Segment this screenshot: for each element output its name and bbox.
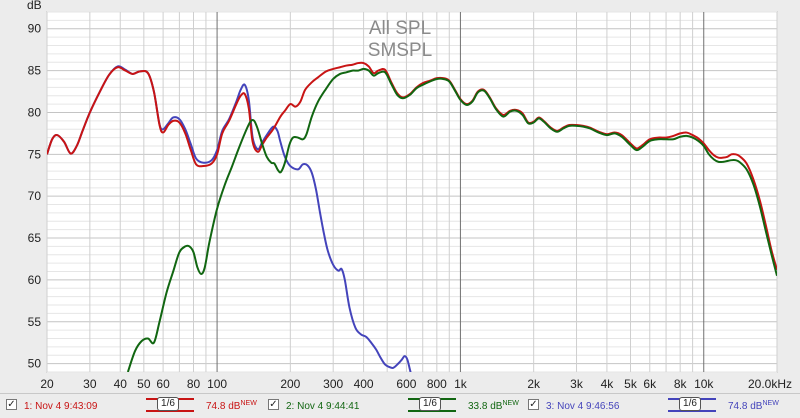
chart-title: All SPL SMSPL — [368, 18, 432, 61]
new-badge: NEW — [240, 400, 257, 407]
y-tick-label: 90 — [28, 22, 42, 36]
x-tick-label: 6k — [643, 377, 657, 391]
x-tick-label: 200 — [280, 377, 300, 391]
level-text: 74.8 dB — [728, 401, 763, 412]
x-tick-label: 100 — [207, 377, 227, 391]
measurement-name: 3: Nov 4 9:46:56 — [546, 401, 620, 412]
smoothing-indicator[interactable]: 1/6 — [408, 397, 456, 412]
measurement-name: 1: Nov 4 9:43:09 — [24, 401, 98, 412]
measurement-name: 2: Nov 4 9:44:41 — [286, 401, 360, 412]
x-tick-label: 50 — [137, 377, 151, 391]
plot-area — [46, 11, 778, 373]
level-value: 74.8 dBNEW — [728, 400, 779, 412]
level-value: 33.8 dBNEW — [468, 400, 519, 412]
x-tick-label: 60 — [156, 377, 170, 391]
smoothing-value: 1/6 — [679, 397, 701, 411]
smoothing-indicator[interactable]: 1/6 — [668, 397, 716, 412]
x-tick-label: 600 — [396, 377, 416, 391]
x-axis-unit-label: 20.0kHz — [748, 377, 792, 391]
chart-title-line-1: All SPL — [369, 18, 431, 39]
measurement-legend: ✓ 1: Nov 4 9:43:09 1/6 74.8 dBNEW ✓ 2: N… — [0, 393, 800, 418]
y-tick-label: 80 — [28, 105, 42, 119]
y-tick-label: 70 — [28, 189, 42, 203]
y-tick-label: 85 — [28, 64, 42, 78]
new-badge: NEW — [502, 400, 519, 407]
x-tick-label: 300 — [323, 377, 343, 391]
smoothing-indicator[interactable]: 1/6 — [146, 397, 194, 412]
spl-chart: All SPL SMSPL dB 20.0kHz 50 55 60 65 70 75 80 8… — [27, 0, 792, 391]
new-badge: NEW — [762, 400, 779, 407]
y-tick-label: 75 — [28, 147, 42, 161]
y-tick-label: 60 — [28, 273, 42, 287]
smoothing-value: 1/6 — [419, 397, 441, 411]
x-tick-label: 10k — [694, 377, 714, 391]
x-tick-label: 80 — [187, 377, 201, 391]
x-tick-label: 30 — [83, 377, 97, 391]
x-tick-label: 4k — [601, 377, 615, 391]
y-tick-label: 65 — [28, 231, 42, 245]
chart-title-line-2: SMSPL — [368, 40, 432, 61]
series-line-2 — [126, 67, 777, 372]
axis-labels: dB 20.0kHz 50 55 60 65 70 75 80 85 90 20 30 40 50 60 8… — [27, 0, 792, 391]
x-tick-label: 5k — [624, 377, 638, 391]
x-tick-label: 800 — [427, 377, 447, 391]
x-tick-label: 8k — [674, 377, 688, 391]
y-axis-unit-label: dB — [27, 0, 42, 12]
visibility-checkbox[interactable]: ✓ — [528, 399, 539, 410]
grid-lines — [46, 11, 778, 373]
visibility-checkbox[interactable]: ✓ — [6, 399, 17, 410]
x-tick-label: 2k — [527, 377, 541, 391]
y-tick-label: 55 — [28, 315, 42, 329]
visibility-checkbox[interactable]: ✓ — [268, 399, 279, 410]
series-lines — [47, 61, 777, 372]
level-text: 74.8 dB — [206, 401, 241, 412]
level-text: 33.8 dB — [468, 401, 503, 412]
y-tick-label: 50 — [28, 357, 42, 371]
x-tick-label: 40 — [114, 377, 128, 391]
x-tick-label: 1k — [454, 377, 468, 391]
x-tick-label: 400 — [354, 377, 374, 391]
x-tick-label: 3k — [570, 377, 584, 391]
x-tick-label: 20 — [40, 377, 54, 391]
level-value: 74.8 dBNEW — [206, 400, 257, 412]
smoothing-value: 1/6 — [157, 397, 179, 411]
